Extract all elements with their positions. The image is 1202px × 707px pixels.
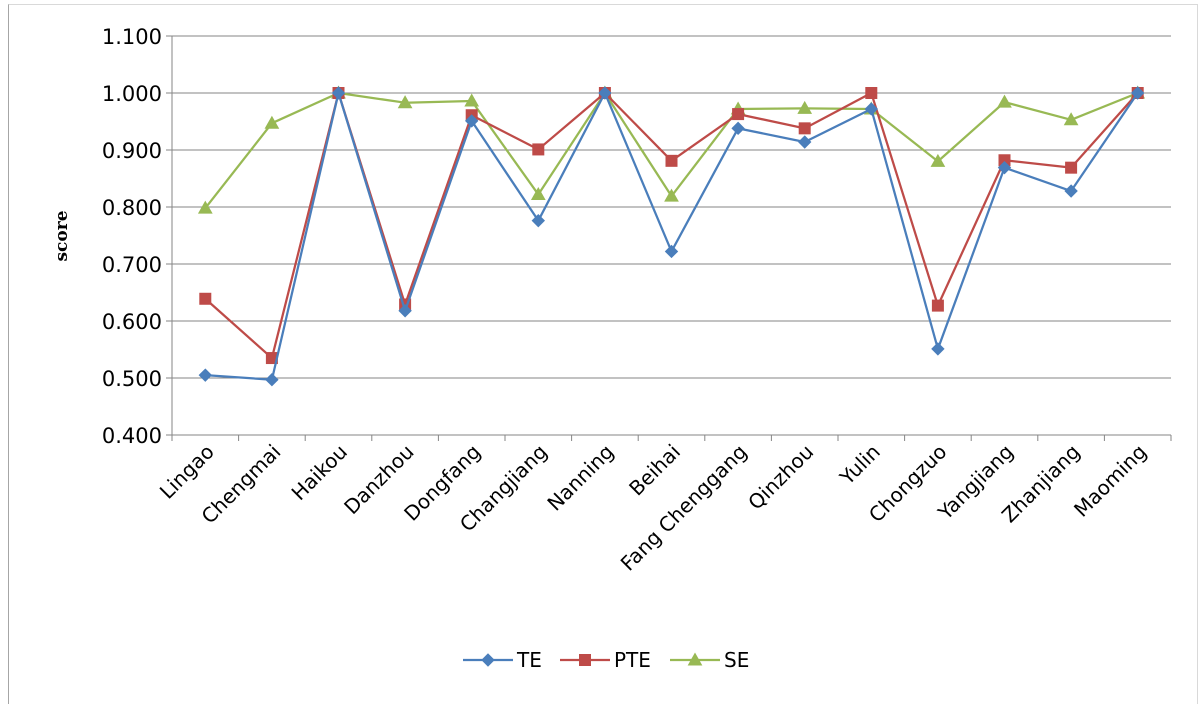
y-tick-labels: 0.400 0.500 0.600 0.700 0.800 0.900 1.000 1.100 [102,25,162,448]
data-point-te [997,160,1012,175]
x-tick-label: Qinzhou [743,440,818,515]
legend-label: PTE [614,648,651,672]
data-point-te [864,102,879,116]
data-point-pte [665,154,678,167]
legend: TE PTE SE [463,648,749,672]
y-tick-label: 1.000 [102,82,162,106]
series-pte [199,87,1144,365]
data-point-se [1063,112,1079,126]
x-tick-label: Nanning [542,440,618,516]
legend-item-te: TE [463,648,542,672]
y-tick-label: 0.800 [102,196,162,220]
data-point-te [731,121,745,136]
legend-item-pte: PTE [560,648,651,672]
data-point-te [931,342,945,356]
data-point-pte [532,143,545,156]
x-tick-label: Lingao [155,440,219,504]
data-point-se [664,188,679,202]
data-point-te [531,213,546,228]
series-line-pte [204,91,1139,360]
legend-label: SE [724,648,749,672]
data-point-te [797,135,812,149]
legend-item-se: SE [670,648,749,672]
data-point-pte [1065,161,1078,174]
data-point-pte [865,87,878,99]
x-tick-label: Maoming [1069,440,1151,522]
data-point-se [264,115,280,129]
x-tick-label: Fang Chenggang [616,440,752,576]
legend-marker [481,653,495,667]
y-tick-label: 0.700 [102,253,162,277]
data-point-pte [931,299,944,312]
data-point-te [464,114,479,128]
data-point-se [997,94,1012,108]
data-point-pte [798,122,811,135]
y-tick-label: 1.100 [102,25,162,49]
data-point-se [464,93,480,107]
series-te [198,86,1145,387]
x-tick-label: Haikou [287,440,353,506]
data-point-te [1130,86,1145,100]
y-tick-label: 0.900 [102,139,162,163]
data-point-se [930,153,946,167]
legend-marker [687,652,703,666]
data-point-se [530,186,546,200]
y-tick-label: 0.400 [102,424,162,448]
legend-label: TE [516,648,542,672]
series-line-te [205,91,1139,381]
y-tick-label: 0.500 [102,367,162,391]
data-point-pte [732,108,745,121]
data-point-se [797,100,813,114]
data-point-te [265,373,279,387]
legend-marker [579,654,591,666]
data-point-te [198,368,213,382]
data-point-te [598,86,612,100]
x-tick-label: Yulin [834,440,884,490]
data-point-se [197,200,213,214]
data-point-te [664,244,679,259]
chart-frame [8,4,1198,704]
axes [171,36,1172,441]
gridlines [166,35,1171,436]
series-layer [197,85,1146,387]
data-point-te [1064,184,1078,198]
x-tick-label: Beihai [624,440,685,501]
y-axis-title: score [52,210,72,261]
data-point-pte [199,292,212,305]
data-point-se [397,95,413,109]
data-point-te [398,304,412,318]
y-tick-label: 0.600 [102,310,162,334]
data-point-te [331,86,346,100]
